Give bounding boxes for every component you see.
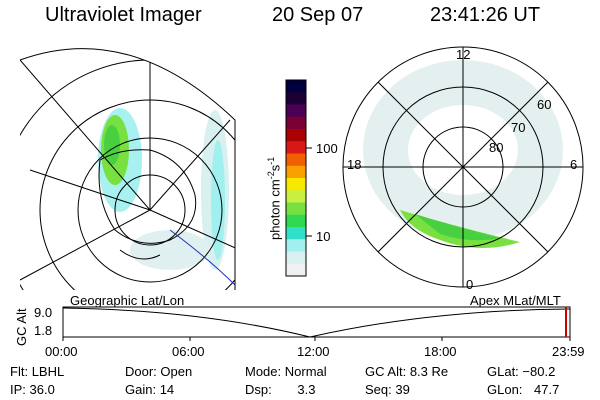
timeline-y-bottom: 1.8 bbox=[34, 323, 53, 338]
observation-date: 20 Sep 07 bbox=[272, 4, 364, 26]
status-glon: GLon: 47.7 bbox=[487, 382, 560, 397]
altitude-timeline bbox=[62, 306, 571, 341]
geo-emission-layer bbox=[98, 108, 229, 270]
lat-label-60: 60 bbox=[537, 97, 552, 112]
mlt-label-left: 18 bbox=[347, 157, 362, 172]
colorbar-swatch bbox=[286, 227, 306, 240]
timeline-tick-1: 06:00 bbox=[172, 344, 205, 359]
status-door: Door: Open bbox=[125, 364, 193, 379]
instrument-title: Ultraviolet Imager bbox=[45, 4, 202, 26]
colorbar-swatch bbox=[286, 263, 306, 277]
colorbar-tick-10: 10 bbox=[316, 229, 331, 244]
colorbar-tick-100: 100 bbox=[316, 141, 338, 156]
status-seq: Seq: 39 bbox=[365, 382, 410, 397]
status-filter: Flt: LBHL bbox=[10, 364, 65, 379]
colorbar-swatch bbox=[286, 239, 306, 252]
geo-grid bbox=[20, 48, 235, 290]
observation-time: 23:41:26 UT bbox=[430, 4, 541, 26]
timeline-ylabel: GC Alt bbox=[14, 308, 29, 346]
mlt-label-right: 6 bbox=[570, 157, 578, 172]
lat-label-80: 80 bbox=[489, 140, 504, 155]
timeline-y-top: 9.0 bbox=[34, 305, 53, 320]
colorbar-swatch bbox=[286, 129, 306, 142]
colorbar-swatch bbox=[286, 104, 306, 118]
color-scale-bar bbox=[285, 79, 307, 277]
status-glat: GLat: −80.2 bbox=[487, 364, 556, 379]
status-gain: Gain: 14 bbox=[125, 382, 175, 397]
colorbar-swatch bbox=[286, 165, 306, 179]
mlt-label-top: 12 bbox=[456, 47, 471, 62]
colorbar-swatch bbox=[286, 141, 306, 154]
colorbar-unit-label: photon cm-2s-1 bbox=[266, 156, 283, 240]
status-mode: Mode: Normal bbox=[245, 364, 327, 379]
apex-caption: Apex MLat/MLT bbox=[470, 293, 561, 308]
mlt-label-bottom: 0 bbox=[466, 277, 474, 292]
colorbar-swatch bbox=[286, 178, 306, 191]
colorbar-swatch bbox=[286, 214, 306, 228]
colorbar-swatch bbox=[286, 92, 306, 105]
status-dsp: Dsp: 3.3 bbox=[245, 382, 316, 397]
colorbar-swatch bbox=[286, 153, 306, 167]
timeline-tick-4: 23:59 bbox=[552, 344, 585, 359]
timeline-tick-2: 12:00 bbox=[297, 344, 330, 359]
status-ip: IP: 36.0 bbox=[10, 382, 55, 397]
colorbar-swatch bbox=[286, 116, 306, 130]
colorbar-swatch bbox=[286, 190, 306, 203]
colorbar-swatch bbox=[286, 202, 306, 216]
lat-label-70: 70 bbox=[511, 120, 526, 135]
timeline-tick-3: 18:00 bbox=[424, 344, 457, 359]
colorbar-frame bbox=[285, 79, 307, 277]
status-gc-alt: GC Alt: 8.3 Re bbox=[365, 364, 449, 379]
timeline-tick-0: 00:00 bbox=[45, 344, 78, 359]
apex-grid bbox=[342, 46, 584, 288]
geographic-caption: Geographic Lat/Lon bbox=[70, 293, 185, 308]
colorbar-swatch bbox=[286, 251, 306, 265]
colorbar-swatch bbox=[286, 80, 306, 93]
